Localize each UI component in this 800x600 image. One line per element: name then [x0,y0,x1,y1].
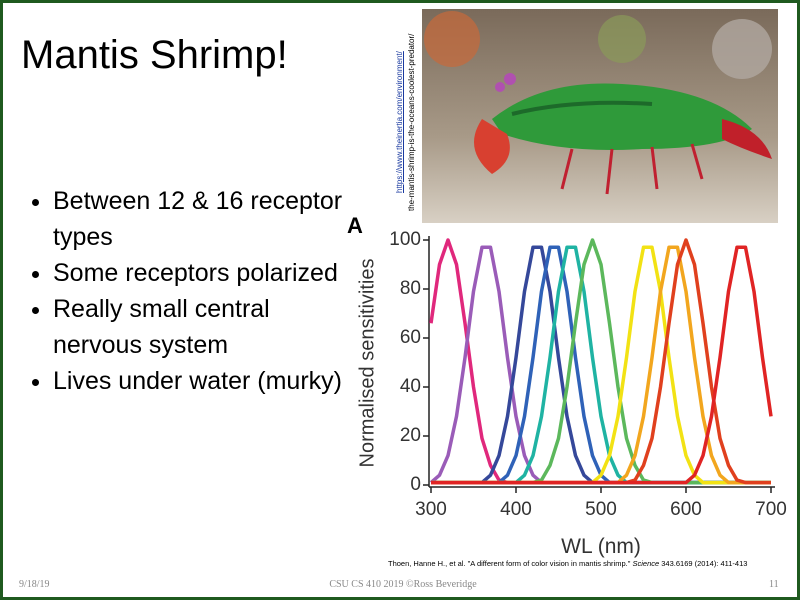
bullet-list: Between 12 & 16 receptor types Some rece… [25,183,343,399]
slide-title: Mantis Shrimp! [21,33,288,77]
chart: A Normalised sensitivities WL (nm) 0 20 40… [347,213,787,558]
bullet: Really small central nervous system [53,291,343,363]
x-tick-label: 400 [500,499,532,520]
sensitivity-curve [431,245,773,485]
bullet: Between 12 & 16 receptor types [53,183,343,255]
bullet: Some receptors polarized [53,255,343,291]
shrimp-photo [422,9,778,223]
y-tick-label: 0 [410,474,421,495]
y-tick-label: 60 [400,327,421,348]
citation-journal: Science [632,559,660,568]
footer-date: 9/18/19 [19,579,50,590]
y-tick-label: 100 [389,229,421,250]
panel-label: A [347,213,363,238]
y-tick-label: 80 [400,278,421,299]
image-credit: the-mantis-shrimp-is-the-oceans-coolest-… [407,33,416,211]
x-tick-label: 300 [415,499,447,520]
x-tick-label: 500 [585,499,617,520]
y-tick-label: 20 [400,425,421,446]
x-tick-label: 600 [670,499,702,520]
footer-page: 11 [769,579,779,590]
x-axis-label: WL (nm) [561,535,641,558]
y-tick-label: 40 [400,376,421,397]
bullet: Lives under water (murky) [53,363,343,399]
citation-rest: 343.6169 (2014): 411-413 [661,559,748,568]
citation: Thoen, Hanne H., et al. "A different for… [388,559,747,568]
image-link[interactable]: https://www.theinertia.com/environment/ [395,51,404,193]
y-axis-label: Normalised sensitivities [356,259,378,468]
x-tick-label: 700 [755,499,787,520]
citation-text: Thoen, Hanne H., et al. "A different for… [388,559,631,568]
footer-course: CSU CS 410 2019 ©Ross Beveridge [329,579,477,590]
